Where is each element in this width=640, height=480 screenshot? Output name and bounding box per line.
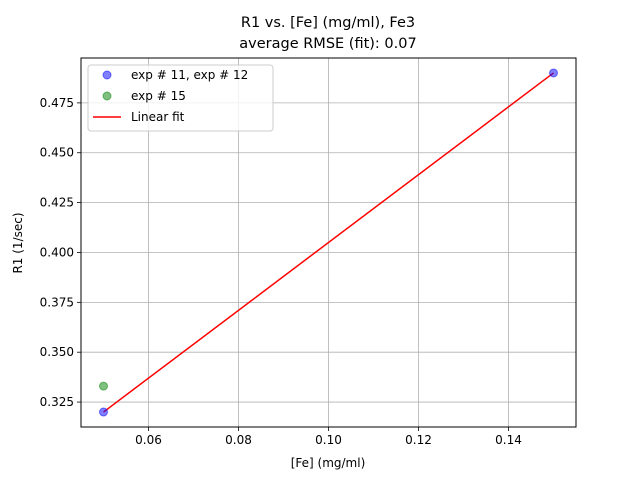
x-tick-label: 0.12 bbox=[405, 433, 432, 447]
legend: exp # 11, exp # 12 exp # 15 Linear fit bbox=[87, 64, 274, 132]
x-axis-label: [Fe] (mg/ml) bbox=[291, 456, 366, 470]
legend-box bbox=[87, 64, 274, 132]
plot-frame bbox=[80, 57, 577, 428]
y-axis-label: R1 (1/sec) bbox=[11, 212, 25, 273]
linear-fit-line bbox=[103, 72, 554, 413]
scatter-point-series-2 bbox=[99, 381, 108, 391]
x-tick-label: 0.08 bbox=[225, 433, 252, 447]
y-tick-label: 0.400 bbox=[40, 245, 74, 259]
legend-label: exp # 15 bbox=[131, 89, 186, 103]
scatter-point-series-1 bbox=[549, 68, 558, 78]
legend-label: Linear fit bbox=[131, 110, 185, 124]
y-axis: 0.325 0.350 0.375 0.400 0.425 0.450 0.475 bbox=[40, 96, 81, 409]
legend-marker-swatch bbox=[102, 70, 112, 80]
y-tick-label: 0.325 bbox=[40, 395, 74, 409]
legend-marker-swatch bbox=[102, 91, 112, 101]
chart-subtitle: average RMSE (fit): 0.07 bbox=[239, 36, 416, 52]
y-tick-label: 0.425 bbox=[40, 196, 74, 210]
plot-marks bbox=[99, 68, 558, 417]
legend-label: exp # 11, exp # 12 bbox=[131, 68, 248, 82]
chart-title: R1 vs. [Fe] (mg/ml), Fe3 bbox=[241, 15, 415, 31]
x-axis: 0.06 0.08 0.10 0.12 0.14 bbox=[135, 427, 522, 447]
x-tick-label: 0.06 bbox=[135, 433, 162, 447]
y-tick-label: 0.475 bbox=[40, 96, 74, 110]
y-tick-label: 0.450 bbox=[40, 146, 74, 160]
scatter-point-series-1 bbox=[99, 407, 108, 417]
x-tick-label: 0.14 bbox=[495, 433, 522, 447]
y-tick-label: 0.350 bbox=[40, 345, 74, 359]
x-tick-label: 0.10 bbox=[315, 433, 342, 447]
y-tick-label: 0.375 bbox=[40, 295, 74, 309]
